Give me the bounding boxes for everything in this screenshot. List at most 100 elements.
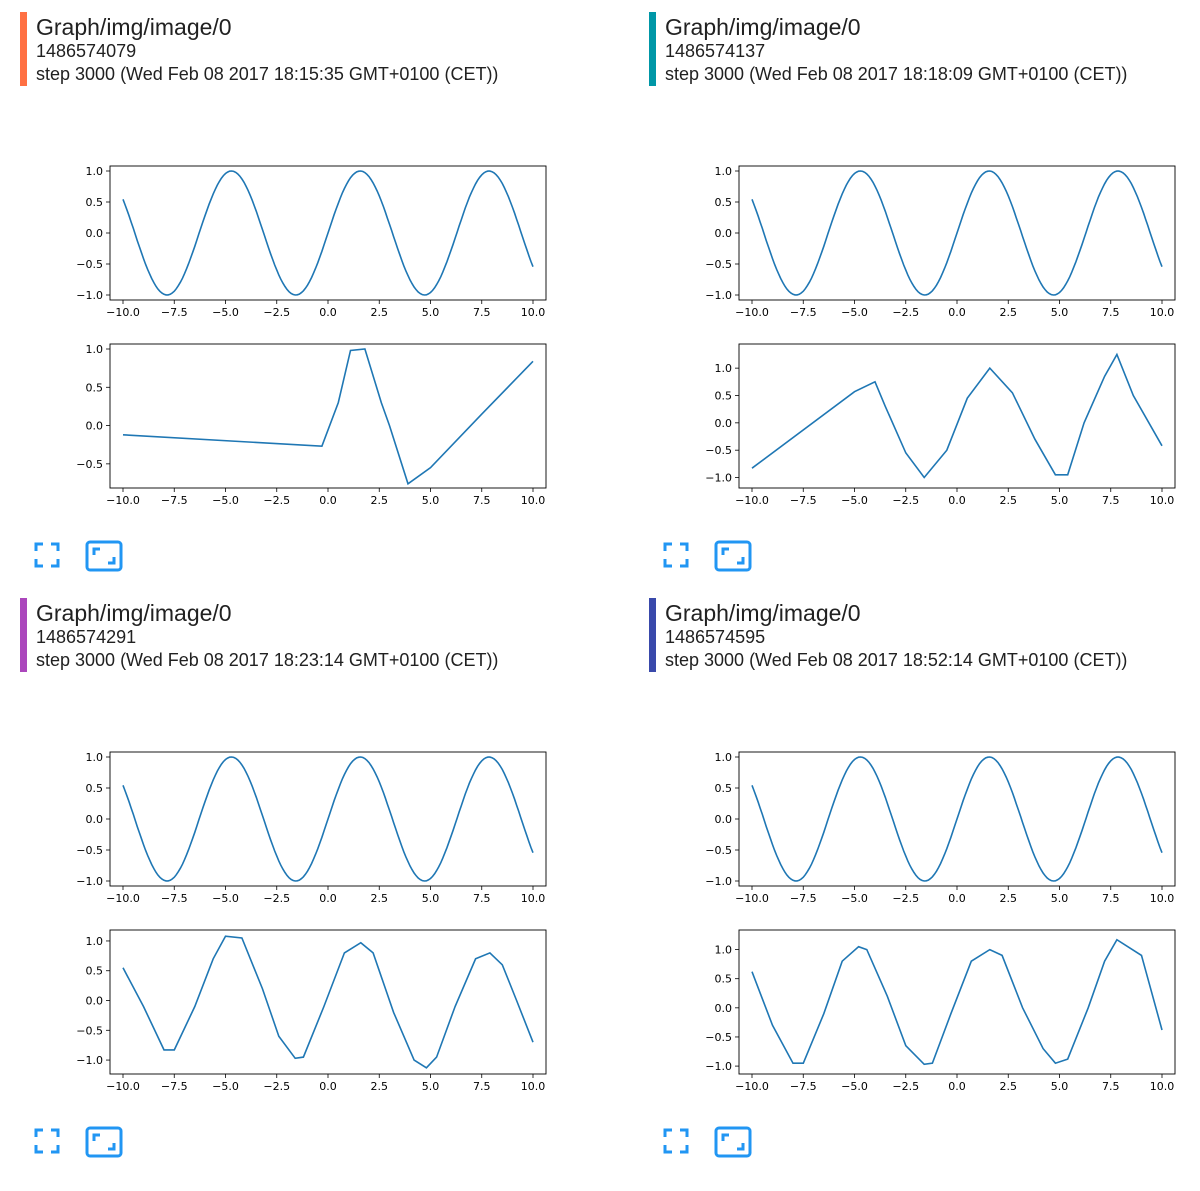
fit-image-button[interactable] — [663, 542, 689, 568]
x-tick-label: −7.5 — [161, 494, 188, 507]
x-tick-label: −10.0 — [106, 494, 140, 507]
x-tick-label: −7.5 — [790, 306, 817, 319]
fullscreen-icon — [34, 542, 60, 568]
y-tick-label: −0.5 — [705, 258, 732, 271]
actual-size-icon — [714, 540, 752, 572]
x-tick-label: 7.5 — [1102, 306, 1120, 319]
actual-size-icon — [85, 1126, 123, 1158]
subplot-bottom: −10.0 −7.5 −5.0 −2.5 0.0 2.5 5.0 7.5 10.0 1.0 0.5 0… — [705, 343, 1176, 507]
y-tick-label: −0.5 — [705, 444, 732, 457]
y-tick-label: 1.0 — [715, 944, 733, 957]
x-tick-label: −2.5 — [892, 892, 919, 905]
actual-size-button[interactable] — [714, 540, 752, 572]
y-tick-label: −1.0 — [76, 875, 103, 888]
x-tick-label: 0.0 — [948, 306, 966, 319]
subplot-top: −10.0 −7.5 −5.0 −2.5 0.0 2.5 5.0 7.5 10.0 1.0 0.5 0… — [705, 165, 1176, 319]
y-tick-label: −1.0 — [705, 875, 732, 888]
x-tick-label: 5.0 — [422, 892, 440, 905]
x-tick-label: −5.0 — [212, 306, 239, 319]
fit-image-button[interactable] — [663, 1128, 689, 1154]
y-tick-label: 0.5 — [86, 965, 104, 978]
subplot-top: −10.0 −7.5 −5.0 −2.5 0.0 2.5 5.0 7.5 10.0 1.0 0.5 0… — [705, 751, 1176, 905]
axes-frame — [738, 343, 1176, 489]
card-run-name: 1486574595 — [665, 627, 766, 647]
card-header: Graph/img/image/0 1486574137 step 3000 (We… — [649, 12, 1189, 90]
fit-image-button[interactable] — [34, 542, 60, 568]
series-line — [751, 352, 1163, 479]
axes-frame — [738, 929, 1176, 1075]
y-tick-label: 0.0 — [86, 227, 104, 240]
actual-size-button[interactable] — [714, 1126, 752, 1158]
image-card: Graph/img/image/0 1486574291 step 3000 (We… — [20, 598, 580, 1158]
card-step-label: step 3000 (Wed Feb 08 2017 18:23:14 GMT+… — [36, 650, 499, 670]
fullscreen-icon — [663, 542, 689, 568]
y-tick-label: 1.0 — [715, 165, 733, 178]
plot-image: −10.0 −7.5 −5.0 −2.5 0.0 2.5 5.0 7.5 10.0 1.0 0.5 0… — [705, 751, 1176, 1093]
y-tick-label: 0.0 — [715, 417, 733, 430]
y-tick-label: −1.0 — [76, 1054, 103, 1067]
x-tick-label: 2.5 — [1000, 494, 1018, 507]
x-tick-label: 2.5 — [1000, 892, 1018, 905]
x-tick-label: −5.0 — [841, 306, 868, 319]
x-tick-label: −10.0 — [106, 1080, 140, 1093]
actual-size-button[interactable] — [85, 1126, 123, 1158]
actual-size-button[interactable] — [85, 540, 123, 572]
run-color-bar — [20, 12, 27, 86]
x-tick-label: 0.0 — [319, 892, 337, 905]
x-tick-label: 10.0 — [521, 892, 546, 905]
y-tick-label: −0.5 — [76, 458, 103, 471]
x-tick-label: 5.0 — [1051, 1080, 1069, 1093]
x-tick-label: 2.5 — [371, 1080, 389, 1093]
y-tick-label: 1.0 — [715, 751, 733, 764]
run-color-bar — [649, 12, 656, 86]
series-line — [751, 170, 1163, 296]
x-tick-label: 7.5 — [473, 1080, 491, 1093]
x-tick-label: −2.5 — [892, 1080, 919, 1093]
x-tick-label: 2.5 — [371, 306, 389, 319]
series-line — [751, 756, 1163, 882]
series-line — [122, 756, 534, 882]
y-tick-label: −0.5 — [76, 258, 103, 271]
x-tick-label: −10.0 — [735, 494, 769, 507]
fit-image-button[interactable] — [34, 1128, 60, 1154]
y-tick-label: −1.0 — [705, 472, 732, 485]
card-step-label: step 3000 (Wed Feb 08 2017 18:18:09 GMT+… — [665, 64, 1128, 84]
plot-image: −10.0 −7.5 −5.0 −2.5 0.0 2.5 5.0 7.5 10.0 1.0 0.5 0… — [705, 165, 1176, 507]
card-run-name: 1486574079 — [36, 41, 137, 61]
y-tick-label: −1.0 — [705, 1060, 732, 1073]
y-tick-label: −0.5 — [76, 1024, 103, 1037]
y-tick-label: 0.5 — [715, 973, 733, 986]
y-tick-label: 1.0 — [86, 935, 104, 948]
x-tick-label: −10.0 — [735, 892, 769, 905]
x-tick-label: 7.5 — [1102, 892, 1120, 905]
x-tick-label: −7.5 — [790, 1080, 817, 1093]
x-tick-label: −10.0 — [735, 306, 769, 319]
x-tick-label: −5.0 — [212, 892, 239, 905]
run-color-bar — [20, 598, 27, 672]
y-tick-label: −1.0 — [705, 289, 732, 302]
x-tick-label: 0.0 — [948, 1080, 966, 1093]
fullscreen-icon — [663, 1128, 689, 1154]
x-tick-label: −10.0 — [106, 892, 140, 905]
x-tick-label: 7.5 — [473, 892, 491, 905]
y-tick-label: −0.5 — [705, 844, 732, 857]
y-tick-label: −0.5 — [705, 1031, 732, 1044]
card-run-name: 1486574137 — [665, 41, 766, 61]
card-header: Graph/img/image/0 1486574079 step 3000 (We… — [20, 12, 560, 90]
subplot-top: −10.0 −7.5 −5.0 −2.5 0.0 2.5 5.0 7.5 10.0 1.0 0.5 0… — [76, 165, 547, 319]
subplot-bottom: −10.0 −7.5 −5.0 −2.5 0.0 2.5 5.0 7.5 10.0 1.0 0.5 0… — [705, 929, 1176, 1093]
x-tick-label: −7.5 — [161, 306, 188, 319]
x-tick-label: 10.0 — [521, 1080, 546, 1093]
x-tick-label: 2.5 — [371, 892, 389, 905]
series-line — [122, 348, 534, 486]
card-tag-title: Graph/img/image/0 — [36, 14, 232, 40]
x-tick-label: −2.5 — [263, 1080, 290, 1093]
x-tick-label: −7.5 — [790, 892, 817, 905]
x-tick-label: 10.0 — [1150, 306, 1175, 319]
card-tag-title: Graph/img/image/0 — [665, 600, 861, 626]
y-tick-label: −1.0 — [76, 289, 103, 302]
y-tick-label: 0.5 — [715, 196, 733, 209]
y-tick-label: 1.0 — [86, 165, 104, 178]
x-tick-label: −2.5 — [263, 306, 290, 319]
image-card: Graph/img/image/0 1486574595 step 3000 (We… — [649, 598, 1200, 1158]
